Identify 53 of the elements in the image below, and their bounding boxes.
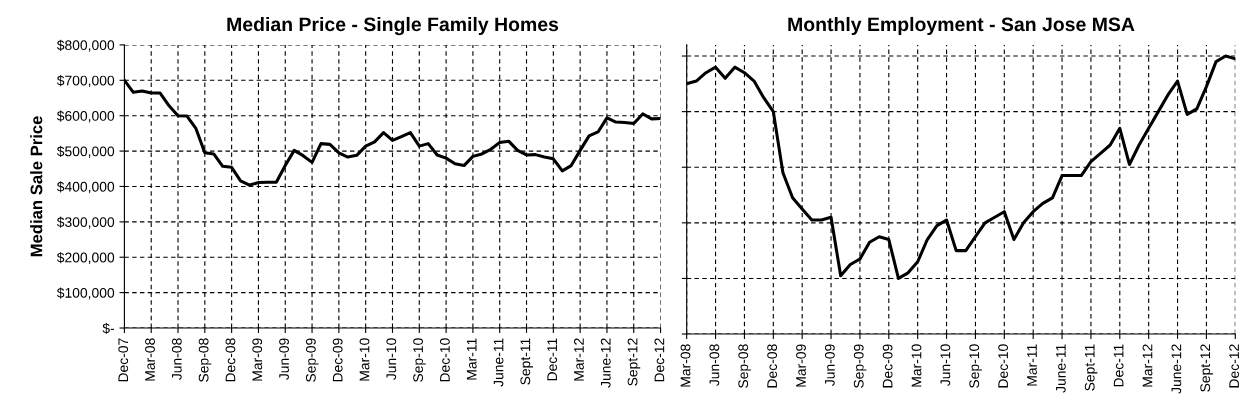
x-tick-label: Mar-11 (1027, 344, 1037, 386)
y-tick-label: $100,000 (56, 287, 115, 300)
x-tick-label: Mar-08 (680, 344, 691, 387)
y-tick-label: $- (102, 322, 115, 335)
x-tick-label: Mar-09 (252, 338, 263, 381)
y-axis-title: Median Sale Price (30, 116, 43, 257)
x-tick-label: June-11 (1056, 344, 1066, 393)
x-tick-label: Sep-08 (738, 344, 751, 388)
y-tick-label: $700,000 (56, 75, 115, 88)
x-tick-label: Dec-10 (439, 338, 450, 382)
x-tick-label: June-11 (493, 338, 504, 387)
chart-title: Median Price - Single Family Homes (227, 16, 559, 36)
x-tick-label: Dec-11 (1113, 344, 1124, 387)
y-tick-label: $600,000 (56, 110, 115, 123)
x-tick-label: Mar-10 (911, 344, 922, 387)
x-tick-label: Sep-10 (413, 338, 426, 382)
x-tick-label: Mar-09 (796, 344, 806, 387)
x-tick-label: June-12 (600, 338, 611, 388)
x-tick-label: Dec-08 (767, 344, 778, 388)
x-tick-label: Sep-09 (853, 344, 867, 388)
x-tick-label: Mar-11 (466, 338, 477, 380)
x-tick-label: Sep-09 (305, 338, 319, 382)
x-tick-label: Sep-08 (198, 338, 212, 382)
x-tick-label: Dec-12 (654, 338, 665, 382)
y-tick-label: $200,000 (56, 251, 115, 265)
x-tick-label: Jun-08 (709, 344, 720, 386)
x-tick-label: Sep-10 (969, 344, 982, 388)
x-tick-label: Jun-08 (171, 338, 182, 380)
x-tick-label: Dec-12 (1229, 344, 1240, 388)
x-tick-label: Mar-12 (1142, 344, 1153, 387)
x-tick-label: Jun-09 (279, 338, 289, 380)
x-tick-label: Dec-11 (547, 338, 558, 381)
x-tick-label: Dec-07 (118, 338, 129, 382)
chart-title: Monthly Employment - San Jose MSA (788, 16, 1135, 36)
x-tick-label: Dec-09 (882, 344, 893, 388)
y-tick-label: $800,000 (56, 39, 115, 52)
x-tick-label: Mar-12 (574, 338, 584, 381)
x-tick-label: June-12 (1171, 344, 1182, 394)
x-tick-label: Sept-11 (1084, 344, 1098, 391)
x-tick-label: Jun-09 (824, 344, 835, 386)
x-tick-label: Mar-10 (359, 338, 370, 381)
y-tick-label: $400,000 (56, 181, 115, 194)
x-tick-label: Sept-12 (1200, 344, 1213, 392)
x-tick-label: Sept-11 (520, 338, 533, 385)
x-tick-label: Jun-10 (386, 338, 397, 380)
y-tick-label: $300,000 (56, 216, 115, 229)
x-tick-label: Dec-09 (332, 338, 343, 382)
x-tick-label: Mar-08 (145, 338, 155, 381)
x-tick-label: Jun-10 (940, 344, 951, 386)
x-tick-label: Sept-12 (627, 338, 641, 386)
x-tick-label: Dec-08 (225, 338, 236, 382)
x-tick-label: Dec-10 (998, 344, 1009, 388)
y-tick-label: $500,000 (56, 145, 115, 158)
